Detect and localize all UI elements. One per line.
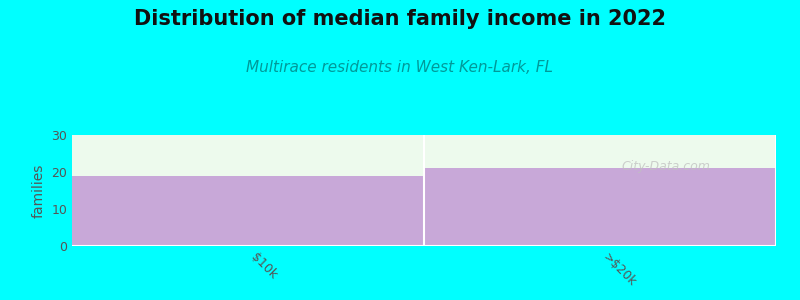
Text: Multirace residents in West Ken-Lark, FL: Multirace residents in West Ken-Lark, FL [246, 60, 554, 75]
Text: Distribution of median family income in 2022: Distribution of median family income in … [134, 9, 666, 29]
Y-axis label: families: families [32, 163, 46, 218]
Text: City-Data.com: City-Data.com [621, 160, 710, 172]
